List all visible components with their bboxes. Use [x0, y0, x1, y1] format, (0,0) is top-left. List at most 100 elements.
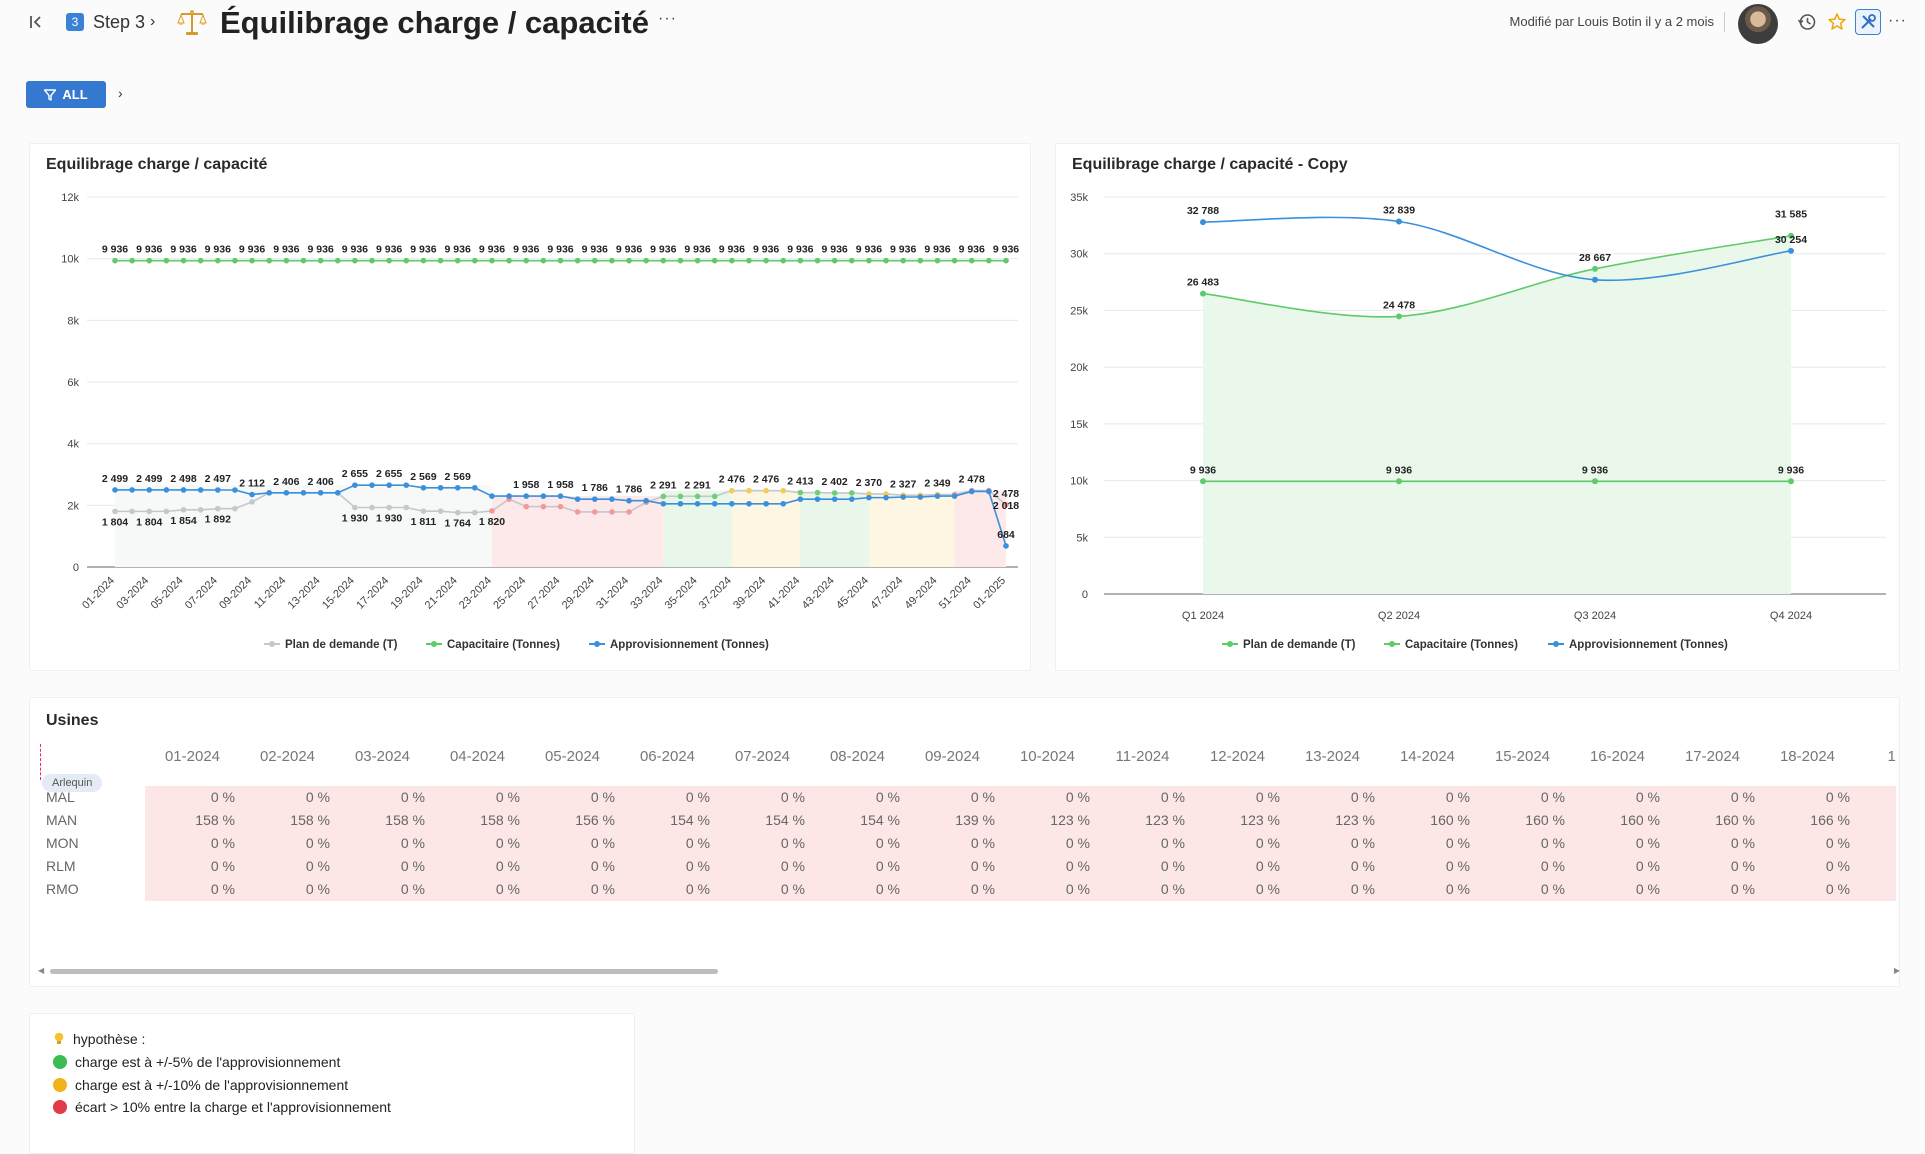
- collapse-left-icon[interactable]: [28, 13, 46, 31]
- legend-label: Capacitaire (Tonnes): [1405, 639, 1518, 651]
- data-point: [197, 487, 204, 493]
- data-point: [180, 257, 187, 264]
- column-header[interactable]: 09-2024: [924, 748, 981, 765]
- data-point: [420, 508, 427, 514]
- chart1-title: Equilibrage charge / capacité: [46, 156, 268, 173]
- avatar[interactable]: [1738, 4, 1778, 44]
- column-header[interactable]: 17-2024: [1684, 748, 1741, 765]
- table-cell: 0 %: [1665, 832, 1760, 855]
- data-point: [352, 257, 358, 264]
- data-label: 9 936: [719, 244, 745, 256]
- table-cell: 0 %: [810, 855, 905, 878]
- chart2-svg: 0 5k 10k 15k 20k 25k 30k 35k 32 788 32 839 30 254 2…: [1070, 192, 1886, 651]
- column-header[interactable]: 08-2024: [829, 748, 886, 765]
- series-line: [1202, 216, 1792, 282]
- data-label: 9 936: [856, 244, 882, 256]
- more-options-icon[interactable]: ···: [1888, 12, 1907, 29]
- column-header[interactable]: 11-2024: [1115, 748, 1170, 765]
- scroll-right-icon[interactable]: ▶: [1893, 966, 1900, 975]
- column-header[interactable]: 06-2024: [639, 748, 696, 765]
- filter-expand-chevron-icon[interactable]: ›: [118, 85, 123, 101]
- column-header[interactable]: 02-2024: [259, 748, 316, 765]
- y-tick-label: 25k: [1070, 305, 1088, 317]
- table-cell: [1855, 878, 1896, 901]
- table-cell: 0 %: [1665, 878, 1760, 901]
- y-tick-label: 8k: [67, 315, 79, 327]
- table-cell: 0 %: [1570, 855, 1665, 878]
- star-icon[interactable]: [1826, 11, 1848, 33]
- data-point: [129, 257, 135, 264]
- column-header[interactable]: 10-2024: [1019, 748, 1076, 765]
- data-label: 2 413: [787, 476, 813, 488]
- column-divider: [40, 744, 41, 780]
- data-label: 9 936: [102, 244, 128, 256]
- data-point: [386, 257, 392, 264]
- column-header[interactable]: 14-2024: [1399, 748, 1456, 765]
- x-tick-label: 35-2024: [663, 575, 700, 612]
- table-cell: 166 %: [1760, 809, 1855, 832]
- x-tick-label: 15-2024: [320, 575, 357, 612]
- column-header[interactable]: 03-2024: [354, 748, 411, 765]
- column-header[interactable]: 19-2: [1887, 748, 1896, 765]
- chart-card-weekly: Equilibrage charge / capacité 0 2k 4k 6k 8k 1…: [29, 143, 1031, 671]
- table-cell: 0 %: [1285, 832, 1380, 855]
- data-point: [386, 504, 392, 511]
- tools-icon[interactable]: [1855, 9, 1881, 35]
- table-cell: 0 %: [240, 786, 335, 809]
- data-point: [472, 509, 478, 516]
- horizontal-scrollbar[interactable]: ◀ ▶: [38, 966, 1900, 976]
- y-tick-label: 30k: [1070, 249, 1088, 261]
- data-point: [129, 508, 135, 515]
- filter-all-button[interactable]: ALL: [26, 81, 106, 108]
- column-header[interactable]: 15-2024: [1494, 748, 1551, 765]
- x-tick-label: 25-2024: [491, 575, 528, 612]
- step-number-badge: 3: [66, 13, 84, 31]
- x-tick-label: 23-2024: [457, 575, 494, 612]
- title-more-icon[interactable]: ···: [658, 10, 677, 27]
- data-point: [746, 487, 752, 494]
- data-label: 30 254: [1775, 234, 1807, 246]
- data-point: [866, 494, 872, 501]
- column-header[interactable]: 04-2024: [449, 748, 506, 765]
- data-point: [1396, 478, 1402, 485]
- legend-marker: [269, 641, 275, 647]
- data-label: 1 958: [513, 479, 539, 491]
- lightbulb-icon: [54, 1032, 64, 1044]
- hypothesis-heading: hypothèse :: [53, 1031, 145, 1047]
- column-header[interactable]: 01-2024: [164, 748, 221, 765]
- x-tick-label: 39-2024: [731, 575, 768, 612]
- column-header[interactable]: 05-2024: [544, 748, 601, 765]
- row-label: MAL: [46, 789, 75, 805]
- data-point: [523, 503, 530, 510]
- data-point: [369, 482, 375, 488]
- table-cell: 0 %: [905, 855, 1000, 878]
- data-point: [215, 487, 221, 493]
- table-cell: 0 %: [1190, 878, 1285, 901]
- y-tick-label: 10k: [61, 254, 79, 266]
- data-label: 9 936: [205, 244, 231, 256]
- usines-title: Usines: [46, 712, 99, 729]
- table-cell: [1855, 855, 1896, 878]
- table-cell: 160 %: [1475, 809, 1570, 832]
- data-point: [215, 505, 221, 512]
- arlequin-tag[interactable]: Arlequin: [42, 774, 103, 792]
- data-point: [454, 257, 461, 264]
- note-text: écart > 10% entre la charge et l'approvi…: [75, 1099, 391, 1115]
- note-item: écart > 10% entre la charge et l'approvi…: [53, 1099, 391, 1115]
- column-header[interactable]: 16-2024: [1589, 748, 1646, 765]
- column-header[interactable]: 13-2024: [1304, 748, 1361, 765]
- data-point: [677, 257, 684, 264]
- breadcrumb-step[interactable]: Step 3: [93, 12, 146, 32]
- table-cell: 0 %: [1570, 878, 1665, 901]
- data-point: [454, 509, 461, 516]
- deviation-band: [954, 490, 1006, 567]
- column-header[interactable]: 07-2024: [734, 748, 791, 765]
- scroll-left-icon[interactable]: ◀: [38, 966, 45, 975]
- data-point: [831, 257, 838, 264]
- column-header[interactable]: 18-2024: [1779, 748, 1836, 765]
- column-header[interactable]: 12-2024: [1209, 748, 1266, 765]
- scroll-thumb[interactable]: [50, 969, 718, 974]
- history-icon[interactable]: [1796, 11, 1818, 33]
- data-label: 1 958: [547, 479, 573, 491]
- table-cell: 0 %: [1190, 832, 1285, 855]
